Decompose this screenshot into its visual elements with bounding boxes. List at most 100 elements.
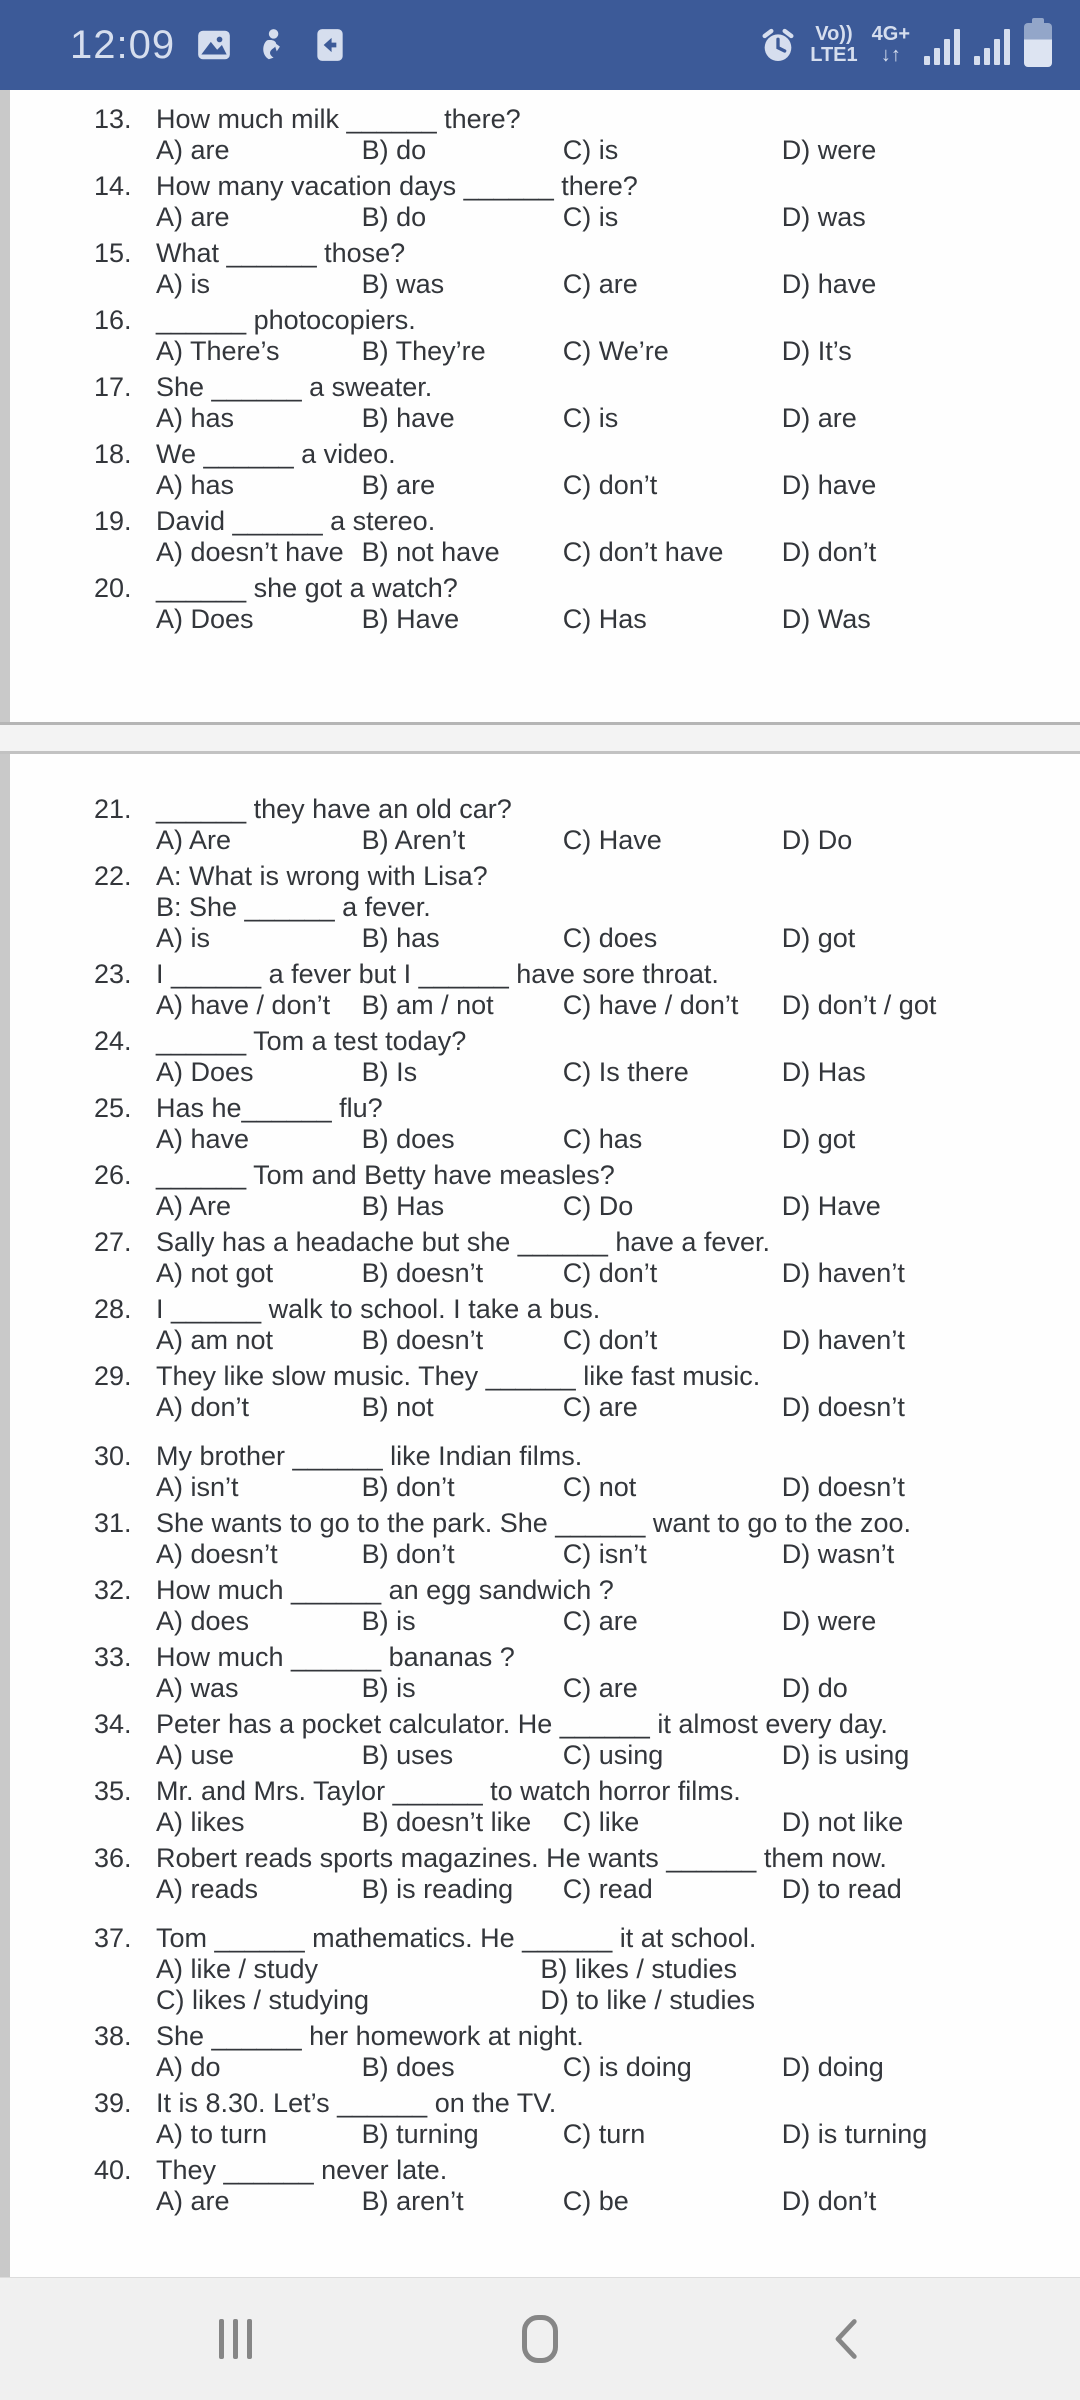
option-C: C) does <box>562 923 658 953</box>
question-body: They ______ never late. A) are B) aren’t C)… <box>156 2155 1050 2217</box>
options-row: A) do B) does C) is doing D) doing <box>156 2052 1050 2083</box>
option-D: D) not like <box>781 1807 904 1837</box>
question-30: 30. My brother ______ like Indian films. A… <box>94 1441 1050 1503</box>
person-icon <box>253 26 291 64</box>
question-body: My brother ______ like Indian films. A) i… <box>156 1441 1050 1503</box>
question-34: 34. Peter has a pocket calculator. He ___… <box>94 1709 1050 1771</box>
option-B: B) have <box>361 403 455 433</box>
option-D: D) wasn’t <box>781 1539 895 1569</box>
signal-icon-sim1 <box>924 25 960 65</box>
option-C: C) not <box>562 1472 637 1502</box>
option-B: B) aren’t <box>361 2186 464 2216</box>
question-body: How much ______ bananas ? A) was B) is C) a… <box>156 1642 1050 1704</box>
question-text: David ______ a stereo. <box>156 506 436 536</box>
options-row: A) isn’t B) don’t C) not D) doesn’t <box>156 1472 1050 1503</box>
options-row: A) is B) has C) does D) got <box>156 923 1050 954</box>
status-bar-left: 12:09 <box>70 23 349 68</box>
option-A: A) does <box>156 1606 250 1636</box>
page-2: 21. ______ they have an old car? A) Are B) … <box>10 754 1080 2284</box>
question-text: Peter has a pocket calculator. He ______… <box>156 1709 888 1739</box>
option-C: C) is <box>562 202 619 232</box>
navigation-bar <box>0 2277 1080 2400</box>
options-row: A) to turn B) turning C) turn D) is turning <box>156 2119 1050 2150</box>
question-39: 39. It is 8.30. Let’s ______ on the TV. A)… <box>94 2088 1050 2150</box>
option-C: C) has <box>562 1124 643 1154</box>
option-C: C) is <box>562 403 619 433</box>
option-B: B) doesn’t like <box>361 1807 532 1837</box>
options-row: A) reads B) is reading C) read D) to read <box>156 1874 1050 1905</box>
question-text: ______ Tom and Betty have measles? <box>156 1160 615 1190</box>
question-text: ______ she got a watch? <box>156 573 458 603</box>
option-C: C) don’t have <box>562 537 724 567</box>
option-A: A) doesn’t have <box>156 537 344 567</box>
option-D: D) do <box>781 1673 848 1703</box>
question-body: I ______ a fever but I ______ have sore … <box>156 959 1050 1021</box>
question-body: Tom ______ mathematics. He ______ it at … <box>156 1923 1050 2016</box>
status-bar-right: Vo)) LTE1 4G+ ↓↑ <box>758 18 1052 67</box>
question-text: My brother ______ like Indian films. <box>156 1441 583 1471</box>
back-button[interactable] <box>775 2278 915 2400</box>
question-number: 17. <box>94 372 132 402</box>
option-B: B) Aren’t <box>361 825 466 855</box>
question-number: 36. <box>94 1843 132 1873</box>
option-D: D) have <box>781 470 877 500</box>
question-number: 31. <box>94 1508 132 1538</box>
question-13: 13. How much milk ______ there? A) are B) d… <box>94 104 1050 166</box>
option-A: A) has <box>156 403 235 433</box>
option-B: B) does <box>361 2052 455 2082</box>
options-row: A) likes B) doesn’t like C) like D) not lik… <box>156 1807 1050 1838</box>
option-A: A) am not <box>156 1325 274 1355</box>
option-D: D) to like / studies <box>540 1985 755 2015</box>
option-D: D) Was <box>781 604 871 634</box>
option-C: C) likes / studying <box>156 1985 370 2015</box>
question-number: 14. <box>94 171 132 201</box>
volte-indicator: Vo)) LTE1 <box>810 23 858 66</box>
document-viewer[interactable]: 13. How much milk ______ there? A) are B) d… <box>0 90 1080 2284</box>
question-22: 22. A: What is wrong with Lisa? B: She ___… <box>94 861 1050 954</box>
question-31: 31. She wants to go to the park. She ____… <box>94 1508 1050 1570</box>
option-A: A) are <box>156 135 230 165</box>
question-body: I ______ walk to school. I take a bus. A)… <box>156 1294 1050 1356</box>
question-body: How much ______ an egg sandwich ? A) does… <box>156 1575 1050 1637</box>
question-20: 20. ______ she got a watch? A) Does B) Have… <box>94 573 1050 635</box>
question-text: She ______ a sweater. <box>156 372 433 402</box>
option-C: C) like <box>562 1807 640 1837</box>
option-D: D) are <box>781 403 857 433</box>
question-text: ______ photocopiers. <box>156 305 416 335</box>
option-B: B) do <box>361 135 427 165</box>
option-A: A) like / study <box>156 1954 319 1984</box>
option-B: B) doesn’t <box>361 1258 484 1288</box>
option-A: A) are <box>156 202 230 232</box>
question-text: A: What is wrong with Lisa? <box>156 861 488 891</box>
option-A: A) doesn’t <box>156 1539 278 1569</box>
question-text: ______ Tom a test today? <box>156 1026 467 1056</box>
option-D: D) was <box>781 202 866 232</box>
option-A: A) is <box>156 923 210 953</box>
question-21: 21. ______ they have an old car? A) Are B) … <box>94 794 1050 856</box>
option-A: A) reads <box>156 1874 259 1904</box>
option-B: B) not have <box>361 537 500 567</box>
question-37: 37. Tom ______ mathematics. He ______ it … <box>94 1923 1050 2016</box>
back-icon <box>835 2319 857 2359</box>
option-B: B) They’re <box>361 336 486 366</box>
home-button[interactable] <box>470 2278 610 2400</box>
question-number: 21. <box>94 794 132 824</box>
option-B: B) is <box>361 1673 416 1703</box>
option-B: B) am / not <box>361 990 494 1020</box>
question-24: 24. ______ Tom a test today? A) Does B) Is C… <box>94 1026 1050 1088</box>
question-25: 25. Has he______ flu? A) have B) does C) has… <box>94 1093 1050 1155</box>
option-A: A) is <box>156 269 210 299</box>
question-body: Robert reads sports magazines. He wants … <box>156 1843 1050 1905</box>
battery-icon <box>1024 18 1052 67</box>
recents-button[interactable] <box>165 2278 305 2400</box>
gallery-icon <box>195 26 233 64</box>
option-C: C) using <box>562 1740 664 1770</box>
option-C: C) don’t <box>562 470 658 500</box>
question-33: 33. How much ______ bananas ? A) was B) is C… <box>94 1642 1050 1704</box>
options-row: A) Does B) Have C) Has D) Was <box>156 604 1050 635</box>
question-text: I ______ a fever but I ______ have sore … <box>156 959 719 989</box>
option-B: B) doesn’t <box>361 1325 484 1355</box>
option-C: C) is <box>562 135 619 165</box>
option-D: D) don’t <box>781 537 877 567</box>
question-text: Tom ______ mathematics. He ______ it at … <box>156 1923 757 1953</box>
